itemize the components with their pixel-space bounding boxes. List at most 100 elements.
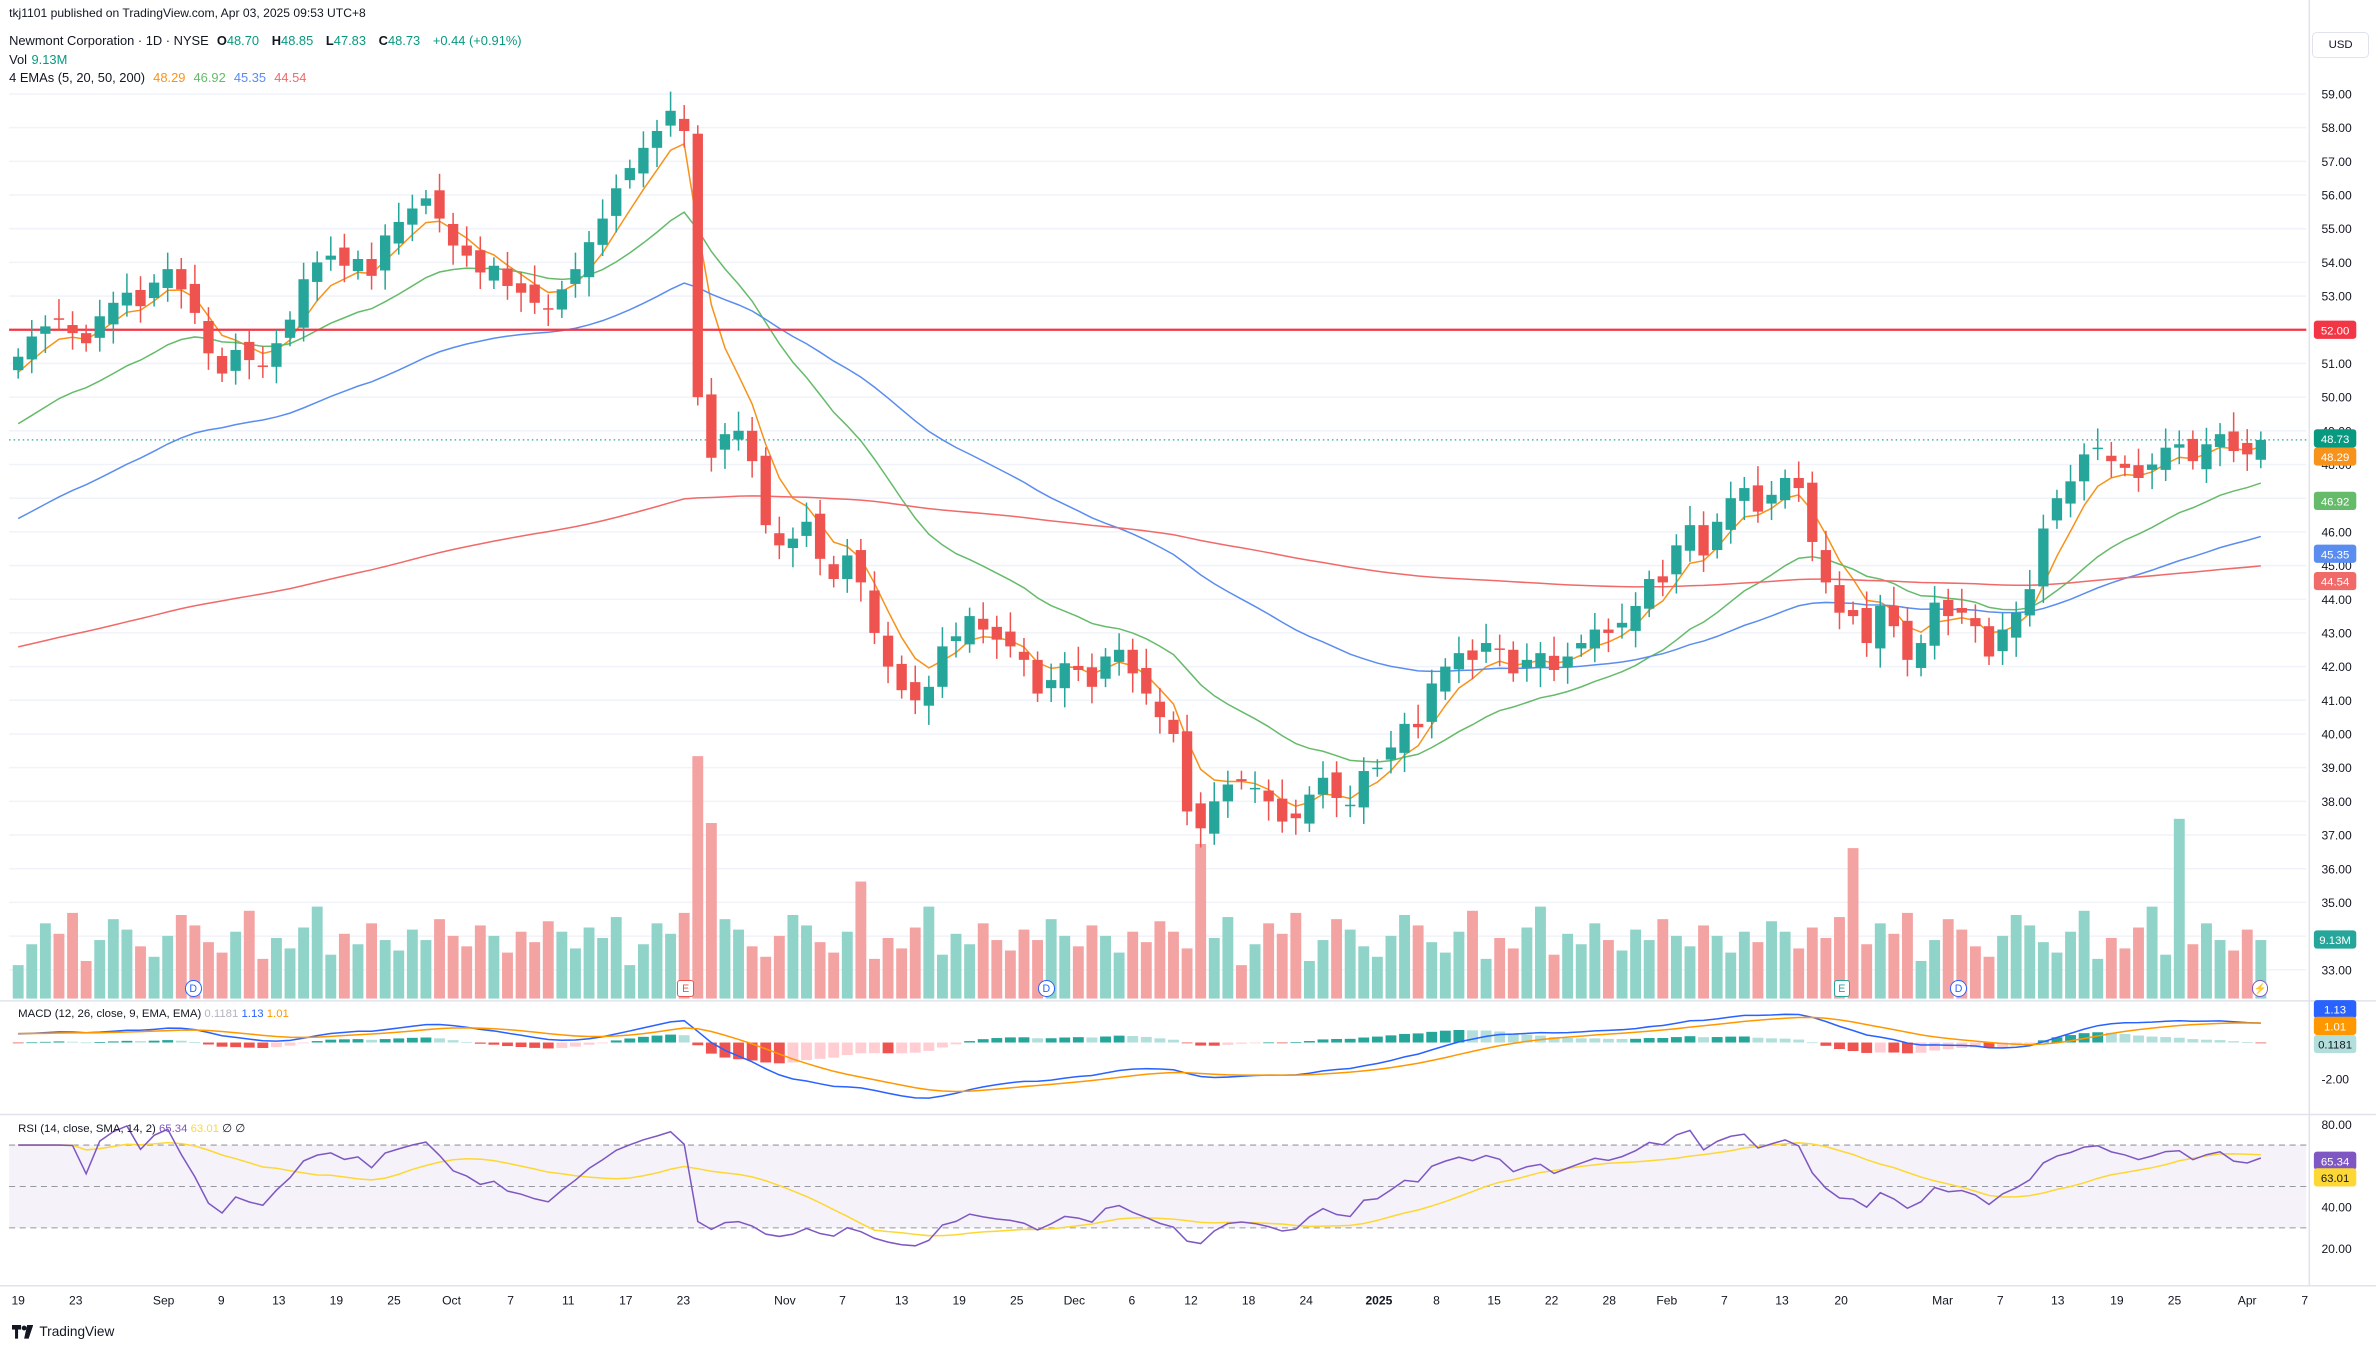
volume-bar — [67, 912, 78, 999]
candle-body — [665, 110, 676, 126]
tradingview-logo[interactable]: TradingView — [12, 1324, 114, 1339]
volume-bar — [1698, 925, 1710, 999]
earnings-marker[interactable]: E — [1833, 980, 1851, 998]
x-tick-label: 13 — [895, 1294, 909, 1308]
rsi-label: RSI (14, close, SMA, 14, 2) — [18, 1123, 156, 1136]
macd-histogram-bar — [2241, 1042, 2253, 1044]
volume-bar — [1032, 940, 1044, 999]
volume-bar — [420, 940, 432, 999]
volume-bar — [216, 952, 228, 999]
ema50-price-label: 45.35 — [2321, 549, 2349, 561]
macd-histogram-bar — [1222, 1042, 1234, 1045]
macd-histogram-bar — [243, 1042, 255, 1048]
macd-histogram-bar — [1494, 1031, 1506, 1043]
rsi-price-label: 65.34 — [2321, 1156, 2349, 1168]
macd-histogram-bar — [216, 1042, 228, 1047]
ema-legend[interactable]: 4 EMAs (5, 20, 50, 200) 48.29 46.92 45.3… — [9, 70, 311, 85]
volume-bar — [352, 944, 364, 999]
macd-histogram-bar — [1643, 1038, 1655, 1043]
lightning-icon[interactable]: ⚡ — [2251, 980, 2269, 998]
volume-bar — [1249, 944, 1261, 999]
volume-bar — [637, 944, 649, 999]
symbol-name[interactable]: Newmont Corporation · 1D · NYSE — [9, 33, 209, 49]
volume-bar — [2201, 923, 2212, 999]
y-tick-label: 58.00 — [2321, 121, 2352, 135]
volume-bar — [1834, 917, 1845, 999]
candle-body — [434, 190, 445, 219]
candle-body — [1412, 723, 1424, 728]
ema20-price-label-bg — [2313, 491, 2357, 510]
candle-body — [352, 259, 364, 272]
macd-histogram-bar — [1847, 1042, 1859, 1052]
macd-histogram-bar — [977, 1039, 989, 1043]
macd-histogram-bar — [1317, 1039, 1329, 1043]
ema-label: 4 EMAs (5, 20, 50, 200) — [9, 69, 146, 85]
macd-histogram-bar — [2146, 1036, 2158, 1043]
volume-bar — [2051, 952, 2063, 999]
candle-body — [1847, 610, 1859, 617]
candle-body — [1073, 665, 1084, 670]
volume-bar — [991, 940, 1003, 999]
candle-body — [53, 318, 65, 320]
volume-bar — [107, 919, 119, 999]
volume-bar — [1168, 931, 1179, 999]
candle-body — [67, 325, 78, 334]
macd-histogram-bar — [923, 1042, 935, 1051]
macd-histogram-bar — [162, 1040, 174, 1043]
volume-bar — [719, 919, 731, 999]
hline-price-label: 52.00 — [2321, 325, 2349, 337]
candle-body — [121, 292, 133, 306]
x-tick-label: 7 — [507, 1294, 514, 1308]
volume-bar — [583, 927, 595, 999]
volume-bar — [502, 952, 513, 999]
macd-histogram-bar — [1888, 1042, 1900, 1053]
macd-line — [18, 1013, 2261, 1099]
y-tick-label: 35.00 — [2321, 896, 2352, 910]
candle-body — [26, 336, 37, 360]
macd-histogram-bar — [2187, 1039, 2199, 1043]
macd-histogram-bar — [2133, 1035, 2144, 1043]
macd-histogram-bar — [1779, 1038, 1791, 1043]
candle-body — [1711, 521, 1723, 551]
dividend-marker[interactable]: D — [184, 980, 202, 998]
volume-bar — [1915, 960, 1927, 999]
candle-body — [611, 188, 622, 216]
currency-button[interactable]: USD — [2312, 31, 2369, 59]
candle-body — [896, 663, 907, 691]
volume-bar — [2160, 954, 2172, 999]
macd-histogram-bar — [1181, 1042, 1193, 1044]
volume-legend[interactable]: Vol 9.13M — [9, 52, 72, 67]
candle-body — [1766, 494, 1777, 504]
candle-body — [1494, 648, 1505, 650]
candle-body — [1725, 498, 1736, 530]
macd-histogram-bar — [1548, 1037, 1560, 1043]
volume-bar — [1222, 917, 1234, 999]
macd-histogram-bar — [570, 1042, 581, 1047]
rsi-legend[interactable]: RSI (14, close, SMA, 14, 2) 65.34 63.01 … — [18, 1121, 245, 1135]
macd-histogram-bar — [461, 1041, 473, 1043]
candle-body — [801, 521, 812, 536]
earnings-marker[interactable]: E — [677, 980, 694, 998]
macd-histogram-bar — [610, 1040, 622, 1043]
candle-body — [543, 308, 554, 310]
macd-histogram-bar — [1195, 1042, 1207, 1046]
candle-body — [1657, 576, 1668, 583]
macd-histogram-bar — [284, 1042, 296, 1046]
candle-body — [1576, 643, 1587, 649]
macd-price-label: 1.13 — [2324, 1005, 2346, 1017]
macd-histogram-bar — [1371, 1036, 1383, 1043]
ema20-value: 46.92 — [193, 69, 226, 85]
macd-histogram-bar — [1820, 1042, 1832, 1046]
y-tick-label: 38.00 — [2321, 795, 2352, 809]
dividend-marker[interactable]: D — [1037, 980, 1055, 998]
volume-bar — [1344, 929, 1356, 999]
macd-legend[interactable]: MACD (12, 26, close, 9, EMA, EMA) 0.1181… — [18, 1008, 289, 1020]
macd-histogram-bar — [936, 1042, 948, 1048]
candle-body — [1562, 656, 1573, 668]
x-tick-label: 23 — [677, 1294, 691, 1308]
dividend-marker[interactable]: D — [1950, 980, 1967, 998]
volume-bar — [488, 935, 500, 999]
rsi-value: 65.34 — [158, 1123, 188, 1136]
x-tick-label: 17 — [619, 1294, 633, 1308]
